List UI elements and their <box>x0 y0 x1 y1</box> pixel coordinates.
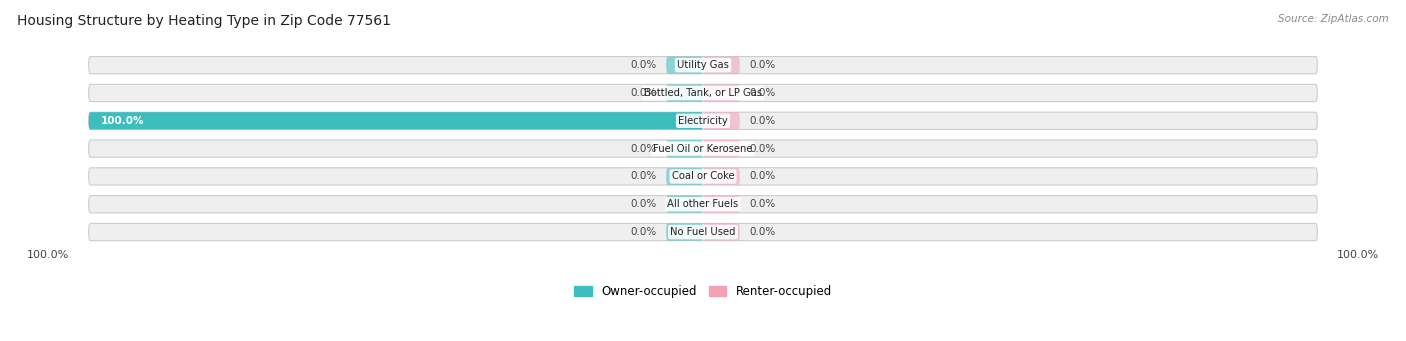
Text: 0.0%: 0.0% <box>631 172 657 181</box>
FancyBboxPatch shape <box>666 57 703 74</box>
FancyBboxPatch shape <box>703 140 740 157</box>
FancyBboxPatch shape <box>666 196 703 213</box>
FancyBboxPatch shape <box>666 140 703 157</box>
FancyBboxPatch shape <box>89 168 1317 185</box>
Text: Bottled, Tank, or LP Gas: Bottled, Tank, or LP Gas <box>644 88 762 98</box>
FancyBboxPatch shape <box>666 223 703 241</box>
FancyBboxPatch shape <box>703 57 740 74</box>
Text: 0.0%: 0.0% <box>749 88 775 98</box>
Legend: Owner-occupied, Renter-occupied: Owner-occupied, Renter-occupied <box>574 285 832 298</box>
Text: 100.0%: 100.0% <box>101 116 145 126</box>
Text: 0.0%: 0.0% <box>749 144 775 153</box>
FancyBboxPatch shape <box>89 112 703 130</box>
FancyBboxPatch shape <box>89 196 1317 213</box>
Text: All other Fuels: All other Fuels <box>668 199 738 209</box>
Text: Utility Gas: Utility Gas <box>678 60 728 70</box>
FancyBboxPatch shape <box>89 223 1317 241</box>
FancyBboxPatch shape <box>703 196 740 213</box>
FancyBboxPatch shape <box>89 112 1317 130</box>
Text: 100.0%: 100.0% <box>1337 250 1379 260</box>
Text: Fuel Oil or Kerosene: Fuel Oil or Kerosene <box>654 144 752 153</box>
Text: 100.0%: 100.0% <box>27 250 69 260</box>
Text: 0.0%: 0.0% <box>631 227 657 237</box>
Text: 0.0%: 0.0% <box>631 88 657 98</box>
FancyBboxPatch shape <box>703 223 740 241</box>
Text: Coal or Coke: Coal or Coke <box>672 172 734 181</box>
Text: 0.0%: 0.0% <box>749 172 775 181</box>
FancyBboxPatch shape <box>89 57 1317 74</box>
FancyBboxPatch shape <box>666 84 703 102</box>
Text: 0.0%: 0.0% <box>749 227 775 237</box>
Text: 0.0%: 0.0% <box>749 199 775 209</box>
Text: Source: ZipAtlas.com: Source: ZipAtlas.com <box>1278 14 1389 24</box>
Text: 0.0%: 0.0% <box>631 144 657 153</box>
FancyBboxPatch shape <box>703 112 740 130</box>
Text: No Fuel Used: No Fuel Used <box>671 227 735 237</box>
Text: 0.0%: 0.0% <box>631 60 657 70</box>
FancyBboxPatch shape <box>666 168 703 185</box>
FancyBboxPatch shape <box>89 140 1317 157</box>
FancyBboxPatch shape <box>703 168 740 185</box>
Text: Housing Structure by Heating Type in Zip Code 77561: Housing Structure by Heating Type in Zip… <box>17 14 391 28</box>
Text: 0.0%: 0.0% <box>749 60 775 70</box>
Text: Electricity: Electricity <box>678 116 728 126</box>
Text: 0.0%: 0.0% <box>631 199 657 209</box>
FancyBboxPatch shape <box>89 84 1317 102</box>
FancyBboxPatch shape <box>703 84 740 102</box>
Text: 0.0%: 0.0% <box>749 116 775 126</box>
